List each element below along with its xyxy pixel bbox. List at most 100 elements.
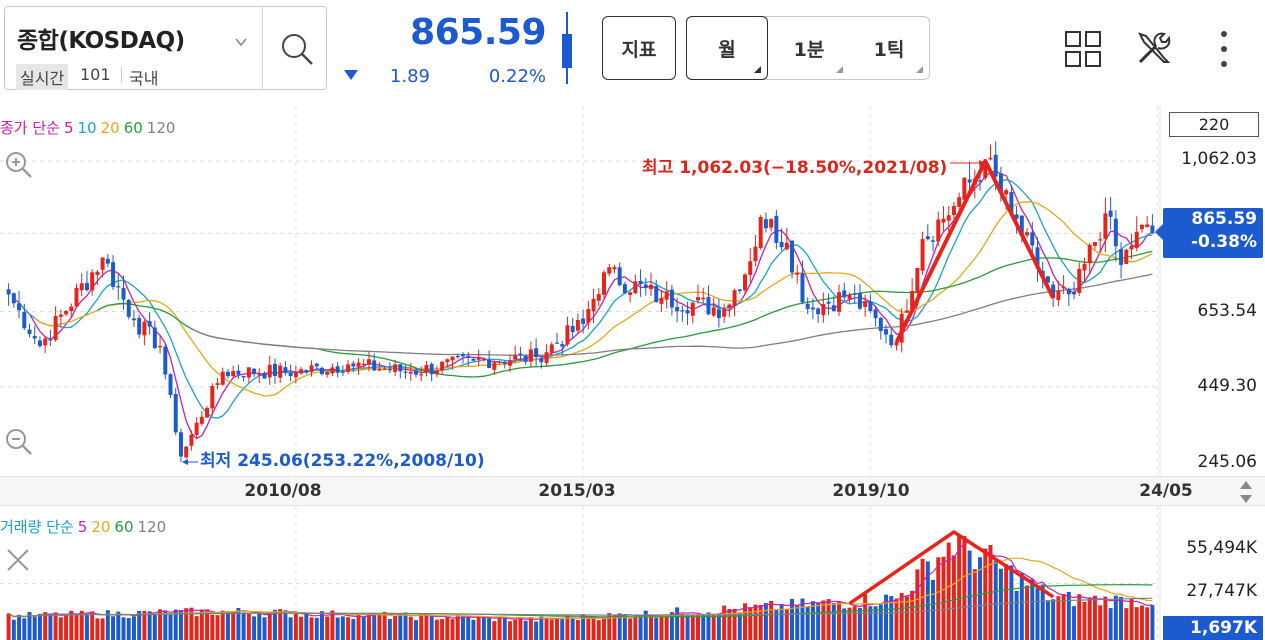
period-month-button[interactable]: 월 (686, 16, 768, 80)
candle (622, 281, 627, 295)
search-icon[interactable] (277, 29, 317, 69)
candle-body (1150, 225, 1155, 234)
candle-body (821, 304, 826, 316)
volume-bar (967, 550, 972, 640)
ma-line-10 (18, 178, 1153, 419)
candle-body (408, 371, 413, 374)
candle-body (716, 309, 721, 319)
candle-body (487, 359, 492, 369)
candle-body (440, 361, 445, 371)
candle-body (84, 282, 89, 291)
candle-body (993, 154, 998, 177)
candle-body (356, 362, 361, 367)
candle (837, 284, 842, 316)
volume-ma-lines (8, 541, 1153, 620)
candle (48, 329, 53, 346)
volume-bar (262, 617, 267, 640)
volume-bar (199, 609, 204, 640)
corner-triangle-icon (836, 66, 843, 73)
candle-body (957, 197, 962, 207)
candle-body (847, 294, 852, 300)
candle-body (581, 318, 586, 324)
volume-plot[interactable] (0, 506, 1265, 640)
volume-bar (800, 598, 805, 640)
volume-bar (492, 621, 497, 640)
volume-bar (957, 536, 962, 640)
price-chart[interactable]: 종가 단순 5 10 20 60 120 220 1,062.03 653.54 449.… (0, 106, 1265, 476)
scroll-updown-icon[interactable] (1236, 479, 1256, 505)
candle-body (461, 354, 465, 357)
volume-bar (372, 612, 377, 640)
volume-bar (508, 621, 512, 640)
volume-bar (1035, 588, 1040, 640)
volume-bar (252, 616, 257, 640)
candle-body (878, 317, 883, 332)
period-1min-button[interactable]: 1분 (769, 17, 849, 79)
volume-bar (1087, 597, 1092, 640)
candle-icon (562, 12, 572, 84)
volume-bar (549, 619, 554, 640)
price-tag-pointer (1155, 224, 1163, 240)
candle (455, 353, 460, 359)
zoom-in-icon[interactable] (3, 149, 33, 179)
volume-bar (936, 557, 941, 640)
volume-bar (205, 609, 210, 640)
candle (1072, 281, 1077, 300)
close-icon[interactable] (5, 547, 31, 573)
candle (743, 272, 748, 295)
candle-body (915, 268, 920, 293)
volume-bar (978, 557, 983, 640)
indicator-button[interactable]: 지표 (602, 16, 676, 80)
symbol-name[interactable]: 종합(KOSDAQ) (17, 28, 185, 54)
candle-body (372, 360, 377, 371)
volume-bar (847, 607, 852, 640)
volume-bar (304, 612, 309, 640)
price-plot[interactable] (0, 106, 1265, 476)
candle-body (419, 374, 424, 376)
candle (335, 361, 340, 378)
candle-body (43, 338, 48, 346)
volume-chart[interactable]: 거래량 단순 5 20 60 120 55,494K 27,747K 1,697K (0, 506, 1265, 640)
candle (711, 297, 716, 318)
candle-body (168, 374, 173, 396)
period-count-input[interactable]: 220 (1169, 112, 1259, 137)
chevron-down-icon[interactable] (234, 35, 248, 49)
candle-body (1072, 292, 1077, 295)
layout-grid-icon[interactable] (1064, 30, 1102, 68)
candle (873, 305, 878, 327)
volume-bar (356, 613, 361, 640)
candle-body (105, 258, 110, 264)
candle (1113, 210, 1118, 262)
candle (184, 445, 189, 460)
candle (319, 366, 324, 376)
candle-body (560, 344, 565, 347)
volume-bar (591, 616, 596, 640)
x-tick-label: 2010/08 (244, 481, 322, 501)
volume-bar (685, 615, 690, 640)
volume-bar (1092, 595, 1097, 640)
legend-ma120: 120 (137, 518, 167, 536)
zoom-out-icon[interactable] (3, 426, 33, 456)
more-vertical-icon[interactable] (1212, 28, 1236, 70)
candle (168, 373, 173, 399)
candle (466, 351, 471, 366)
candle-body (873, 309, 878, 319)
volume-bar (111, 616, 116, 640)
candle-body (769, 218, 774, 228)
candle-body (398, 364, 403, 372)
period-1tick-button[interactable]: 1틱 (849, 17, 929, 79)
volume-bar (560, 619, 565, 640)
volume-bar (837, 602, 842, 640)
candle (95, 269, 100, 286)
candle (346, 360, 351, 375)
symbol-selector[interactable]: 종합(KOSDAQ) 실시간 101 국내 (4, 6, 327, 90)
candle (607, 263, 612, 276)
candle-body (252, 368, 257, 375)
tools-icon[interactable] (1134, 28, 1174, 68)
candle (90, 269, 95, 296)
candle-body (810, 307, 815, 310)
volume-bar (805, 606, 810, 640)
volume-bar (690, 614, 695, 640)
candle-body (163, 346, 168, 375)
volume-bar (424, 613, 429, 640)
